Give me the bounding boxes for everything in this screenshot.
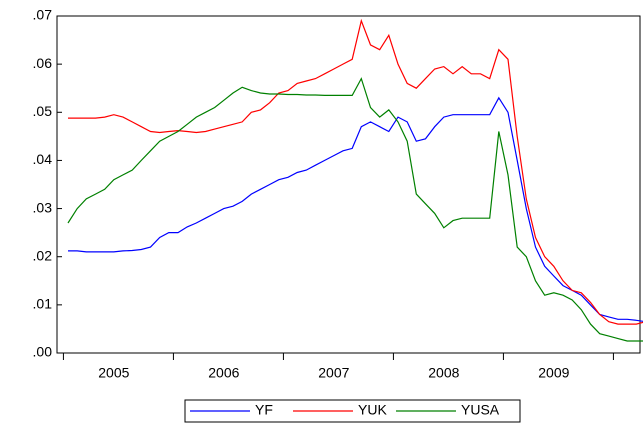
x-tick-label: 2008 — [428, 365, 459, 381]
x-tick-label: 2005 — [98, 365, 129, 381]
plot-frame — [56, 15, 641, 354]
legend-box — [184, 399, 521, 423]
y-tick-label: .00 — [33, 344, 53, 360]
x-tick-label: 2006 — [208, 365, 239, 381]
legend-label: YUSA — [461, 402, 500, 418]
y-tick-label: .02 — [33, 247, 53, 263]
y-tick-label: .06 — [33, 55, 53, 71]
y-tick-label: .05 — [33, 103, 53, 119]
x-tick-label: 2009 — [538, 365, 569, 381]
series-line — [67, 77, 643, 342]
y-tick-label: .01 — [33, 296, 53, 312]
y-tick-label: .04 — [33, 151, 53, 167]
legend-label: YUK — [358, 402, 387, 418]
legend-label: YF — [255, 402, 273, 418]
x-tick-label: 2007 — [318, 365, 349, 381]
y-tick-label: .03 — [33, 199, 53, 215]
series-line — [68, 18, 643, 325]
series-line — [68, 96, 643, 322]
y-tick-label: .07 — [33, 7, 53, 23]
